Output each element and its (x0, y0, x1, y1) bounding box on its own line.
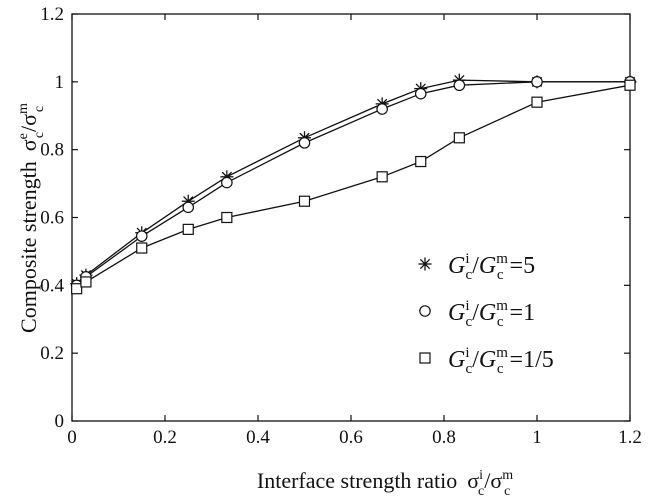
data-point-square (221, 211, 233, 224)
data-point-circle (298, 137, 311, 149)
data-point-square (71, 283, 83, 295)
data-point-square (80, 276, 92, 288)
x-tick-label: 0.4 (246, 427, 270, 448)
series-square (71, 79, 636, 295)
x-axis-label-text: Interface strength ratio (257, 468, 457, 493)
legend: Gi c/Gm c =5 Gi c/Gm c =1 Gi c/Gm c =1/5 (418, 251, 554, 377)
x-axis-ticks: 0 0.2 0.4 0.6 0.8 1 1.2 (67, 14, 642, 448)
y-tick-label: 1 (55, 72, 65, 93)
y-tick-label: 1.2 (40, 4, 64, 25)
y-tick-label: 0.8 (40, 140, 64, 161)
data-point-circle (531, 76, 543, 88)
legend-item-circle: Gi c/Gm c =1 (419, 298, 535, 330)
legend-label: Gi c/Gm c =1/5 (448, 345, 554, 377)
y-tick-label: 0.4 (40, 275, 64, 296)
x-tick-label: 1 (532, 427, 542, 448)
data-point-square (531, 96, 543, 108)
data-point-square (624, 79, 636, 91)
legend-label: Gi c/Gm c =1 (448, 298, 535, 330)
legend-item-square: Gi c/Gm c =1/5 (419, 345, 554, 377)
y-axis-label: Composite strengthσec/σmc (16, 103, 47, 333)
data-point-square (136, 242, 148, 254)
data-point-circle (221, 176, 233, 189)
series-layer (70, 73, 637, 295)
y-tick-label: 0.6 (40, 208, 64, 229)
y-tick-label: 0 (55, 411, 65, 432)
data-point-square (298, 195, 311, 207)
data-point-circle (135, 230, 148, 242)
x-tick-label: 0.2 (153, 427, 177, 448)
legend-marker-asterisk (418, 257, 432, 271)
data-point-circle (376, 103, 388, 115)
y-axis-ticks: 0 0.2 0.4 0.6 0.8 1 1.2 (40, 4, 630, 432)
data-point-square (415, 155, 427, 168)
legend-item-asterisk: Gi c/Gm c =5 (418, 251, 535, 283)
x-axis-label: Interface strength ratio σi c/σm c (257, 468, 513, 497)
legend-label: Gi c/Gm c =5 (448, 251, 535, 283)
x-tick-label: 0.8 (432, 427, 456, 448)
x-tick-label: 1.2 (618, 427, 642, 448)
data-point-square (376, 171, 388, 183)
x-tick-label: 0 (67, 427, 77, 448)
y-tick-label: 0.2 (40, 343, 64, 364)
data-point-square (453, 132, 465, 144)
data-point-circle (414, 87, 427, 100)
asterisk-stroke (419, 258, 431, 270)
data-point-square (182, 223, 194, 235)
legend-marker-circle (419, 305, 431, 317)
legend-marker-square (419, 352, 431, 364)
data-point-circle (182, 201, 195, 214)
x-tick-label: 0.6 (339, 427, 363, 448)
y-axis-label-text: Composite strength (16, 161, 41, 333)
data-point-circle (453, 79, 466, 92)
